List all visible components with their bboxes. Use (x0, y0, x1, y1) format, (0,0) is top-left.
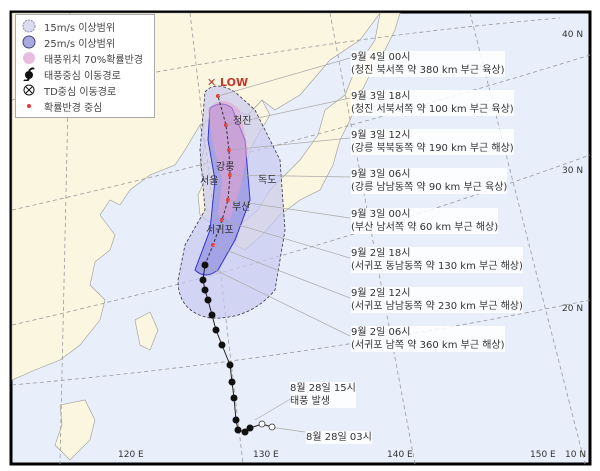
forecast-time: 9월 4일 00시 (351, 52, 411, 63)
lon-label: 140 E (387, 450, 413, 460)
lon-label: 120 E (118, 450, 144, 460)
legend-label: 15m/s 이상범위 (44, 22, 116, 34)
typhoon-position-marker (212, 326, 220, 334)
typhoon-position-marker (201, 261, 209, 269)
forecast-desc: (청진 서북서쪽 약 100 km 부근 육상) (351, 104, 514, 115)
legend-label: 25m/s 이상범위 (44, 38, 116, 50)
place-seoul: 서울 (200, 176, 219, 187)
red-dot-icon (20, 99, 38, 113)
forecast-time: 9월 3일 00시 (351, 209, 411, 220)
legend-label: 확률반경 중심 (44, 102, 103, 114)
forecast-label: 9월 3일 18시 (청진 서북서쪽 약 100 km 부근 육상) (351, 90, 514, 116)
forecast-time: 9월 2일 12시 (351, 288, 411, 299)
legend-label: 태풍중심 이동경로 (44, 70, 121, 82)
legend-label: TD중심 이동경로 (44, 86, 117, 98)
lat-label: 20 N (562, 304, 584, 314)
forecast-desc: (강릉 남남동쪽 약 90 km 부근 육상) (351, 182, 508, 193)
place-dokdo: 독도 (258, 175, 277, 186)
typhoon-position-marker (226, 361, 234, 369)
td-markers (258, 420, 276, 431)
legend-item: 25m/s 이상범위 (20, 34, 150, 50)
forecast-desc: (청진 북서쪽 약 380 km 부근 육상) (351, 65, 505, 76)
forecast-desc: (서귀포 남쪽 약 360 km 부근 해상) (351, 340, 505, 351)
forecast-label: 9월 3일 12시 (강릉 북북동쪽 약 190 km 부근 해상) (351, 129, 514, 155)
pink-circle-icon (20, 51, 38, 65)
lon-label: 130 E (253, 450, 279, 460)
light-circle-icon (20, 19, 38, 33)
legend-label: 태풍위치 70%확률반경 (44, 54, 144, 66)
probability-radius-70 (208, 101, 248, 220)
forecast-track (204, 95, 231, 266)
forecast-label: 9월 2일 06시 (서귀포 남쪽 약 360 km 부근 해상) (351, 326, 505, 352)
legend: 15m/s 이상범위 25m/s 이상범위 태풍위치 70%확률반경 태풍중심 … (15, 14, 155, 118)
typhoon-position-marker (204, 296, 212, 304)
forecast-label: 9월 3일 06시 (강릉 남남동쪽 약 90 km 부근 육상) (351, 168, 508, 194)
typhoon-position-marker (201, 286, 209, 294)
forecast-label: 9월 2일 12시 (서귀포 남남동쪽 약 230 km 부근 해상) (351, 287, 523, 313)
place-busan: 부산 (232, 202, 251, 213)
typhoon-position-marker (230, 394, 238, 402)
dark-circle-icon (20, 35, 38, 49)
forecast-desc: (서귀포 남남동쪽 약 230 km 부근 해상) (351, 301, 523, 312)
forecast-time: 9월 2일 18시 (351, 248, 411, 259)
typhoon-position-marker (218, 341, 226, 349)
low-marker: ✕ LOW (207, 76, 249, 89)
lat-label: 30 N (562, 166, 584, 176)
forecast-desc: (서귀포 동남동쪽 약 130 km 부근 해상) (351, 261, 523, 272)
forecast-label: 9월 2일 18시 (서귀포 동남동쪽 약 130 km 부근 해상) (351, 247, 523, 273)
legend-item: TD중심 이동경로 (20, 82, 150, 98)
forecast-time: 9월 3일 18시 (351, 91, 411, 102)
leader-lines (204, 57, 351, 433)
genesis-desc: 태풍 발생 (290, 396, 330, 407)
lat-label: 10 N (565, 450, 587, 460)
forecast-label: 9월 3일 00시 (부산 남서쪽 약 60 km 부근 해상) (351, 208, 499, 234)
forecast-desc: (강릉 북북동쪽 약 190 km 부근 해상) (351, 143, 514, 154)
typhoon-position-marker (228, 378, 236, 386)
place-seogwipo: 서귀포 (206, 225, 234, 236)
typhoon-position-marker (241, 428, 249, 436)
place-gangneung: 강릉 (216, 162, 235, 173)
forecast-label: 9월 4일 00시 (청진 북서쪽 약 380 km 부근 육상) (351, 51, 505, 77)
legend-item: 15m/s 이상범위 (20, 18, 150, 34)
genesis-time: 8월 28일 15시 (290, 383, 356, 394)
lat-label: 40 N (562, 30, 584, 40)
forecast-time: 9월 3일 12시 (351, 130, 411, 141)
typhoon-position-marker (199, 276, 207, 284)
forecast-time: 9월 3일 06시 (351, 169, 411, 180)
legend-item: 확률반경 중심 (20, 98, 150, 114)
lon-label: 150 E (530, 450, 556, 460)
typhoon-position-marker (232, 416, 240, 424)
typhoon-position-marker (234, 426, 242, 434)
forecast-desc: (부산 남서쪽 약 60 km 부근 해상) (351, 222, 499, 233)
place-cheongjin: 청진 (233, 116, 252, 127)
legend-item: 태풍위치 70%확률반경 (20, 50, 150, 66)
typhoon-position-marker (246, 424, 254, 432)
typhoon-position-marker (208, 311, 216, 319)
taiwan-land (134, 311, 159, 351)
typhoon-icon (20, 67, 38, 81)
td-icon (20, 83, 38, 97)
start-label: 8월 28일 03시 (306, 431, 372, 444)
forecast-time: 9월 2일 06시 (351, 327, 411, 338)
legend-item: 태풍중심 이동경로 (20, 66, 150, 82)
